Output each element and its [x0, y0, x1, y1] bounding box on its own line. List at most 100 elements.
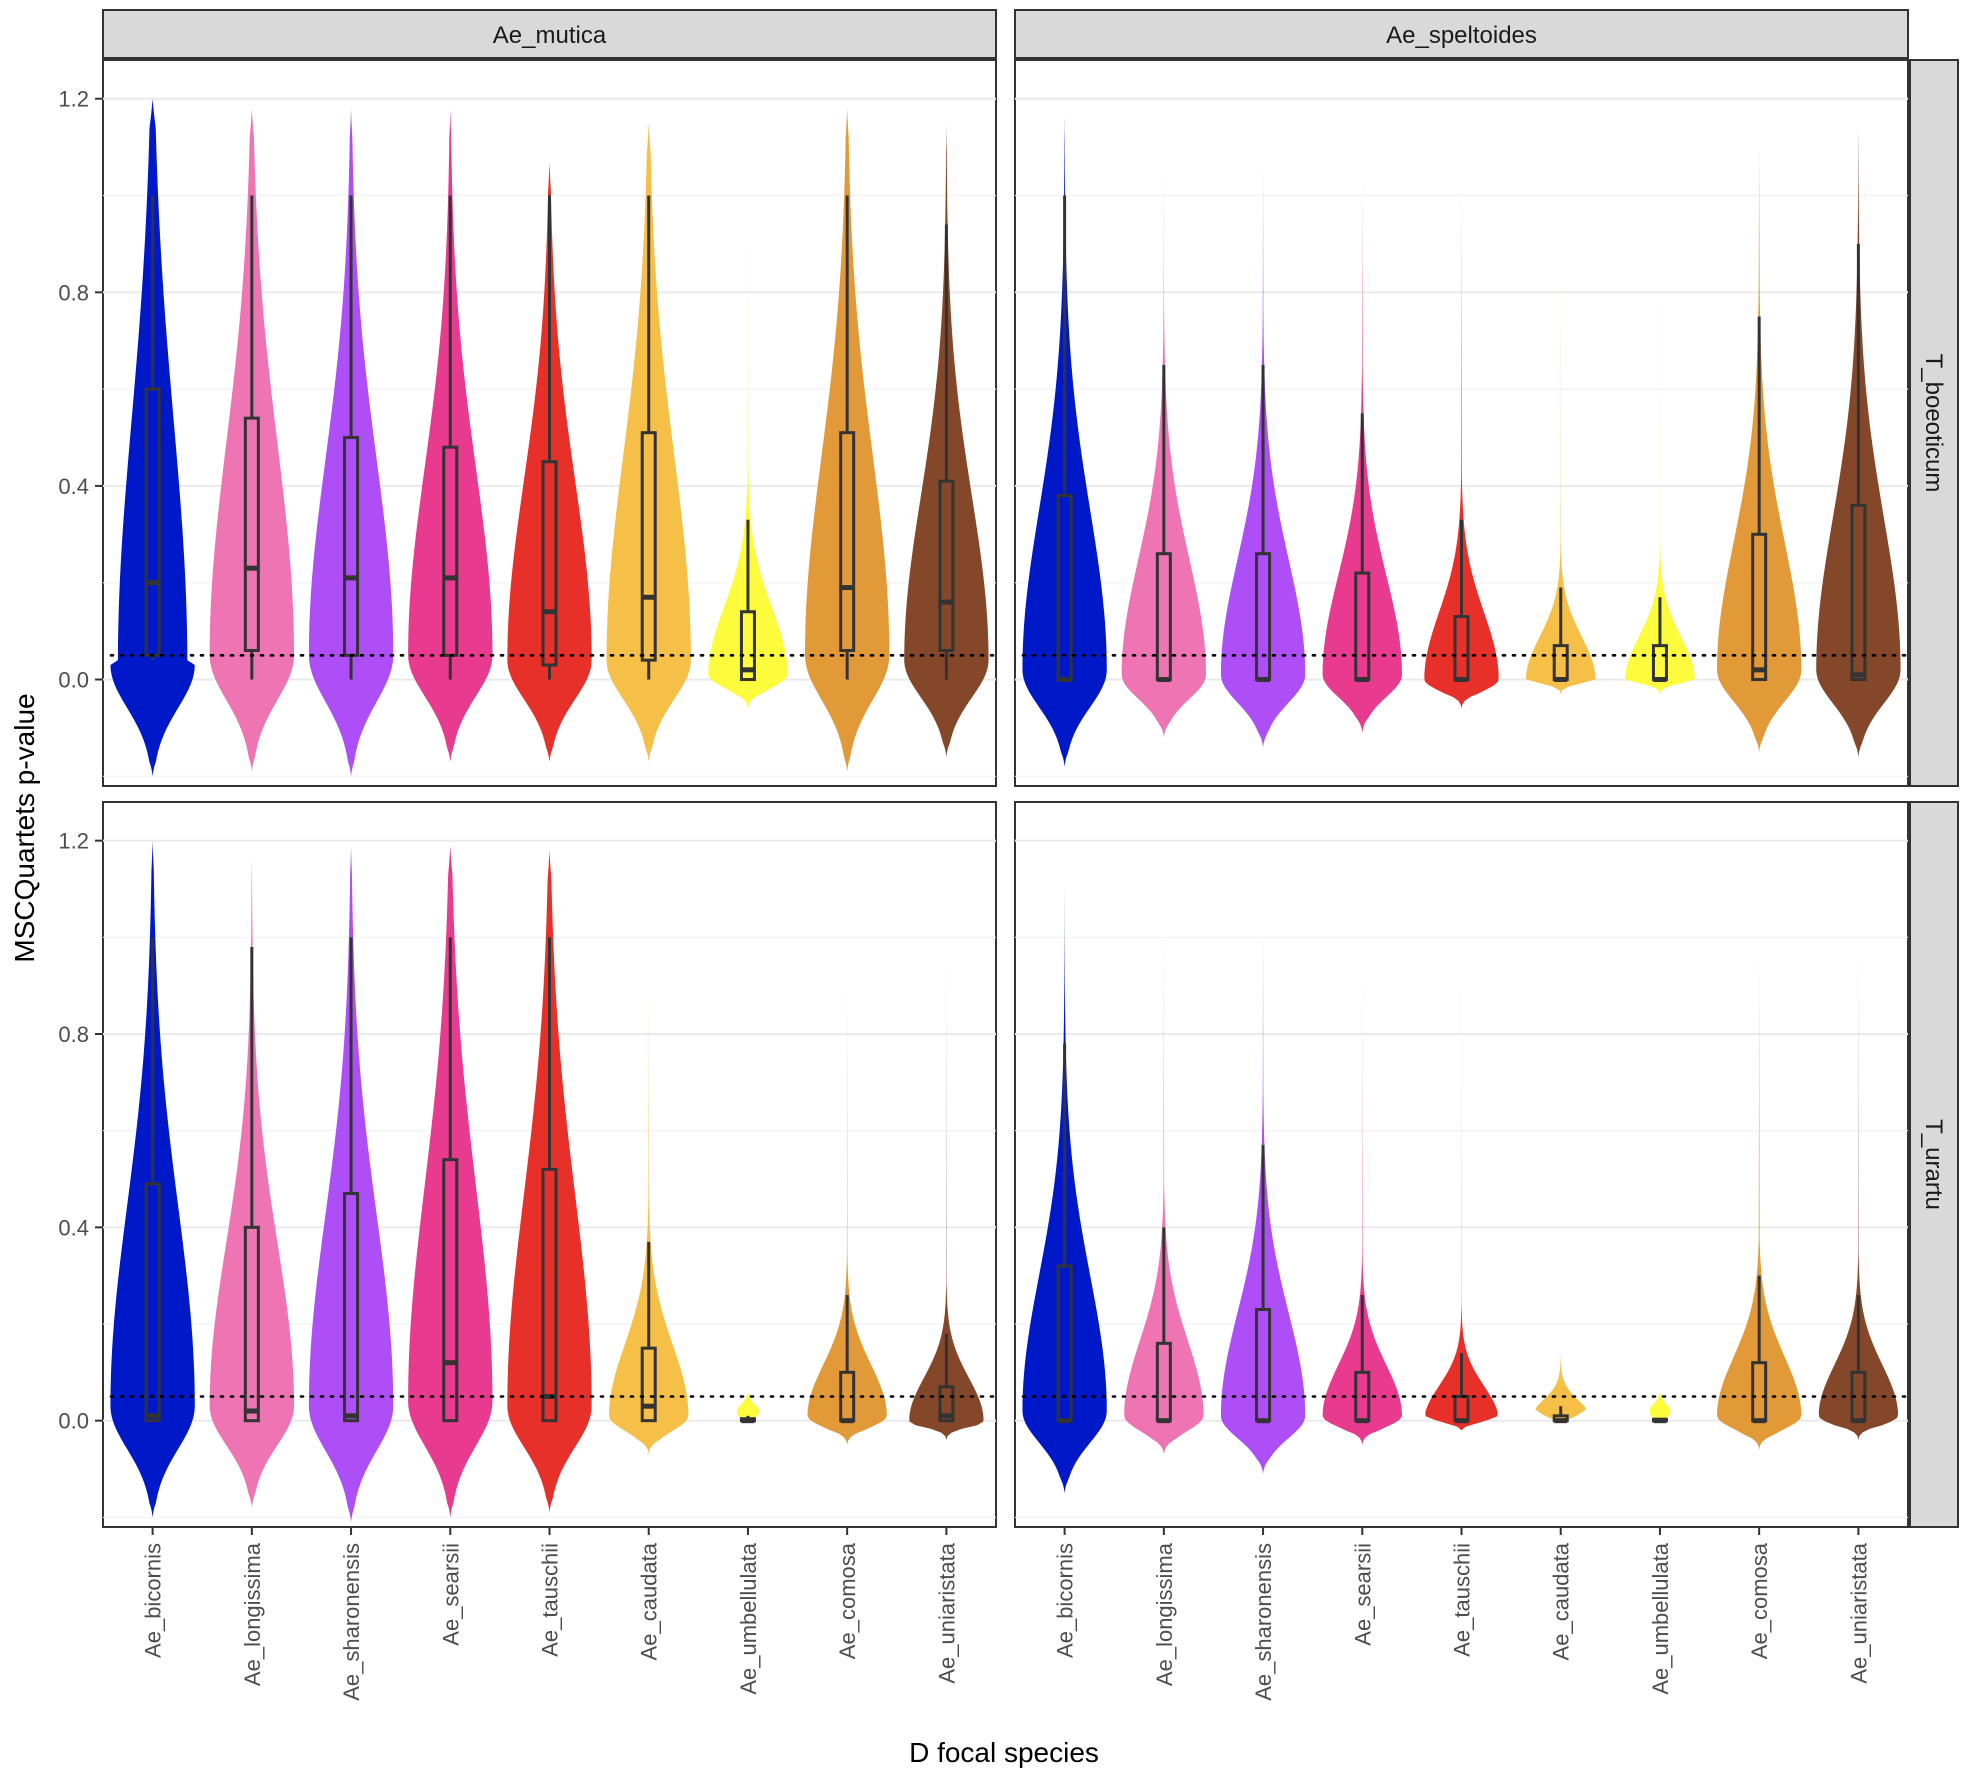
violin-ae-caudata [609, 951, 689, 1455]
violin-ae-sharonensis [1220, 147, 1306, 748]
box [640, 1346, 657, 1423]
panel-ae-speltoides-t-boeoticum [1014, 59, 1910, 787]
y-tick-label: 1.2 [58, 829, 89, 854]
violin-ae-sharonensis [308, 845, 394, 1523]
x-tick-label-ae-sharonensis: Ae_sharonensis [1251, 1543, 1276, 1701]
violin-ae-bicornis [110, 840, 195, 1518]
y-tick-label: 0.8 [58, 280, 89, 305]
violin-ae-tauschii [507, 850, 592, 1513]
violin-shape [1649, 1391, 1671, 1423]
row-strip-label-t-boeoticum: T_boeoticum [1920, 354, 1947, 493]
panel-ae-speltoides-t-urartu [1014, 801, 1910, 1528]
violin-shape [1818, 922, 1899, 1440]
violin-ae-umbellulata [1649, 1391, 1671, 1424]
box [243, 1225, 260, 1423]
box [640, 431, 657, 662]
x-axis-title: D focal species [909, 1737, 1099, 1768]
x-tick-label-ae-sharonensis: Ae_sharonensis [339, 1543, 364, 1701]
violin-shape [1425, 937, 1498, 1431]
violin-ae-bicornis [1022, 113, 1107, 767]
violin-shape [209, 108, 294, 772]
violin-shape [909, 922, 984, 1440]
violin-ae-searsii [408, 108, 493, 762]
row-strip-t-urartu [1909, 801, 1959, 1528]
y-axis-title: MSCQuartets p-value [9, 693, 40, 962]
violin-ae-searsii [1322, 161, 1402, 733]
violin-shape [1322, 947, 1402, 1445]
violin-shape [606, 122, 691, 762]
col-strip-label-ae-mutica: Ae_mutica [493, 22, 607, 49]
x-tick-label-ae-longissima: Ae_longissima [240, 1542, 265, 1686]
panels-layer: Ae_mutica Ae_speltoides T_boeoticum T_urart… [58, 9, 1959, 1701]
row-strip-t-boeoticum [1909, 59, 1959, 787]
violin-ae-bicornis [1022, 879, 1107, 1494]
violin-ae-caudata [606, 122, 691, 762]
violin-shape [1717, 922, 1802, 1450]
box [541, 460, 558, 667]
violin-ae-tauschii [1425, 937, 1498, 1431]
box [442, 1158, 459, 1423]
col-strip-label-ae-speltoides: Ae_speltoides [1386, 22, 1537, 49]
violin-shape [1424, 171, 1499, 709]
violin-ae-longissima [1124, 908, 1204, 1455]
violin-ae-uniaristata [1816, 122, 1901, 757]
violin-ae-caudata [1535, 937, 1587, 1424]
box [839, 431, 856, 652]
x-tick-label-ae-bicornis: Ae_bicornis [141, 1543, 166, 1658]
violin-shape [308, 108, 394, 777]
violin-shape [408, 845, 493, 1518]
x-tick-label-ae-umbellulata: Ae_umbellulata [1648, 1542, 1673, 1694]
col-strip-ae-mutica [102, 9, 997, 59]
box [343, 1192, 360, 1423]
box [144, 1182, 161, 1423]
y-tick-label: 0.4 [58, 474, 89, 499]
violin-ae-tauschii [1424, 171, 1499, 709]
box [1850, 503, 1867, 682]
x-tick-label-ae-searsii: Ae_searsii [1350, 1543, 1375, 1646]
violin-shape [1525, 181, 1596, 695]
panel-ae-mutica-t-boeoticum [102, 59, 998, 787]
x-tick-label-ae-caudata: Ae_caudata [1549, 1542, 1574, 1660]
violin-shape [805, 108, 890, 772]
x-tick-label-ae-tauschii: Ae_tauschii [538, 1543, 563, 1657]
box [243, 416, 260, 652]
violin-ae-comosa [805, 108, 890, 772]
col-strip-ae-speltoides [1014, 9, 1909, 59]
panel-ae-mutica-t-urartu [102, 801, 998, 1528]
violin-ae-searsii [408, 845, 493, 1518]
y-tick-label: 0.4 [58, 1215, 89, 1240]
box [541, 1167, 558, 1423]
x-tick-label-ae-tauschii: Ae_tauschii [1450, 1543, 1475, 1657]
x-tick-label-ae-umbellulata: Ae_umbellulata [736, 1542, 761, 1694]
violin-ae-sharonensis [1220, 908, 1306, 1474]
violin-ae-caudata [1525, 181, 1596, 695]
violin-shape [609, 951, 689, 1455]
x-tick-label-ae-bicornis: Ae_bicornis [1053, 1543, 1078, 1658]
violin-shape [807, 922, 887, 1445]
violin-ae-uniaristata [909, 922, 984, 1440]
violin-ae-comosa [1717, 127, 1802, 753]
violin-ae-longissima [1121, 147, 1206, 738]
x-tick-label-ae-comosa: Ae_comosa [835, 1542, 860, 1659]
violin-shape [110, 98, 195, 777]
box [739, 610, 756, 682]
box [938, 479, 955, 652]
violin-ae-bicornis [110, 98, 195, 777]
violin-ae-longissima [209, 855, 294, 1508]
x-tick-label-ae-longissima: Ae_longissima [1152, 1542, 1177, 1686]
violin-ae-tauschii [507, 161, 592, 762]
x-tick-label-ae-caudata: Ae_caudata [637, 1542, 662, 1660]
violin-shape [736, 1391, 759, 1423]
violin-ae-umbellulata [736, 1391, 759, 1424]
x-tick-label-ae-comosa: Ae_comosa [1747, 1542, 1772, 1659]
violin-shape [708, 185, 788, 709]
x-tick-label-ae-uniaristata: Ae_uniaristata [934, 1542, 959, 1683]
violin-shape [1625, 185, 1695, 695]
violin-ae-umbellulata [708, 185, 788, 709]
violin-ae-comosa [1717, 922, 1802, 1450]
y-tick-label: 0.8 [58, 1022, 89, 1047]
y-tick-label: 1.2 [58, 87, 89, 112]
violin-shape [1124, 908, 1204, 1455]
x-tick-label-ae-uniaristata: Ae_uniaristata [1846, 1542, 1871, 1683]
y-tick-label: 0.0 [58, 1409, 89, 1434]
